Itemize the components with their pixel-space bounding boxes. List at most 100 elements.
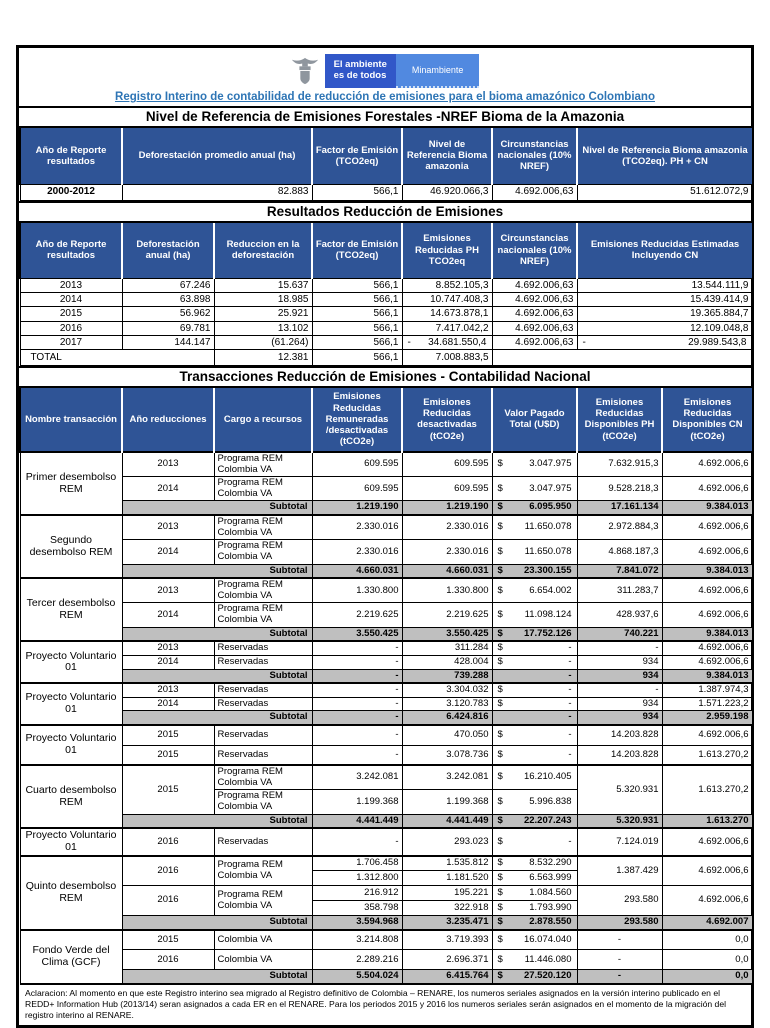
minus-sign: - [582, 336, 586, 348]
cargo-cell: Programa REM Colombia VA [213, 514, 313, 541]
subtotal-value-cell: 3.550.425 [311, 626, 403, 642]
cargo-cell: Reservadas [213, 827, 313, 857]
value-cell: 46.920.066,3 [401, 183, 493, 201]
transaction-name-cell: Proyecto Voluntario 01 [19, 724, 123, 766]
subtotal-label-cell: Subtotal [121, 969, 313, 985]
currency-symbol: $ [497, 684, 503, 696]
year-cell: 2013 [121, 640, 215, 656]
value-cell: - [311, 696, 403, 712]
currency-symbol: $ [497, 916, 503, 928]
value-cell: 3.120.783 [401, 696, 493, 712]
currency-symbol: $ [497, 835, 503, 847]
value-cell: 4.692.006,63 [491, 277, 578, 294]
currency-symbol: $ [497, 627, 503, 639]
value-cell: 14.203.828 [576, 724, 663, 746]
year-cell: 2015 [19, 306, 123, 322]
table-row: Quinto desembolso REM 2016 Programa REM … [19, 854, 753, 931]
column-header: Emisiones Reducidas Disponibles CN (tCO2… [661, 387, 752, 453]
year-cell: 2016 [121, 827, 215, 857]
value-cell: 609.595 [401, 450, 493, 478]
subtotal-value-cell: 7.841.072 [576, 563, 663, 579]
section-title-transacciones: Transacciones Reducción de Emisiones - C… [19, 365, 751, 388]
value-cell: 12.381 [213, 348, 313, 366]
currency-symbol: $ [497, 795, 503, 807]
table-row: 2016 69.781 13.102 566,1 7.417.042,2 4.6… [19, 320, 753, 336]
column-header: Nivel de Referencia Bioma amazonia (TCO2… [576, 128, 752, 185]
value-cell: 0,0 [661, 949, 753, 971]
value-cell: 19.365.884,7 [576, 306, 753, 322]
subtotal-value-cell: 3.235.471 [401, 915, 493, 931]
value-cell: 7.124.019 [576, 827, 663, 857]
subtotal-label-cell: Subtotal [121, 668, 313, 684]
subtotal-value-cell: 4.692.007 [661, 915, 753, 931]
cargo-cell: Programa REM Colombia VA [213, 789, 313, 815]
value-cell: 4.692.006,6 [661, 577, 753, 604]
column-header: Factor de Emisión (TCO2eq) [311, 128, 402, 185]
cargo-cell: Reservadas [213, 696, 313, 712]
column-header: Año reducciones [121, 387, 214, 453]
subtotal-value-cell: 9.384.013 [661, 500, 753, 516]
value-cell: 1.387.429 [576, 854, 663, 887]
value-cell: - [576, 949, 663, 971]
currency-symbol: $ [497, 748, 503, 760]
value-cell: 2.219.625 [401, 602, 493, 628]
paid-value-cell: $5.996.838 [491, 789, 578, 815]
value-cell: 4.692.006,63 [491, 334, 578, 350]
subtotal-value-cell: - [491, 710, 578, 726]
value-cell: - [311, 744, 403, 766]
column-header: Deforestación promedio anual (ha) [121, 128, 312, 185]
value-cell: 0,0 [661, 928, 753, 951]
subtotal-row: Subtotal 3.594.968 3.235.471 $2.878.550 … [20, 915, 753, 931]
paid-value-cell: $6.563.999 [491, 870, 578, 887]
value-cell: 10.747.408,3 [401, 292, 493, 308]
cargo-cell: Colombia VA [213, 928, 313, 951]
currency-symbol: $ [497, 584, 503, 596]
value-cell: 15.439.414,9 [576, 292, 753, 308]
cargo-cell: Programa REM Colombia VA [213, 764, 313, 791]
value-cell: 4.692.006,6 [661, 539, 753, 565]
value-cell: 4.692.006,6 [661, 724, 753, 746]
cargo-cell: Reservadas [213, 724, 313, 746]
value-cell: - [311, 724, 403, 746]
subtotal-label-cell: Subtotal [121, 626, 313, 642]
currency-symbol: $ [497, 697, 503, 709]
registry-title-link[interactable]: Registro Interino de contabilidad de red… [115, 91, 655, 103]
clarification-note: Aclaracion: Al momento en que este Regis… [25, 987, 727, 1021]
subtotal-value-cell: 9.384.013 [661, 626, 753, 642]
value-cell: 1.571.223,2 [661, 696, 753, 712]
year-cell: 2000-2012 [19, 183, 123, 201]
paid-value-cell: $ - [491, 724, 578, 746]
column-header: Año de Reporte resultados [19, 222, 122, 279]
subtotal-value-cell: 739.288 [401, 668, 493, 684]
value-cell: - [311, 654, 403, 670]
value-cell: 566,1 [311, 292, 403, 308]
column-header: Emisiones Reducidas Disponibles PH (tCO2… [576, 387, 662, 453]
value-cell: 2.330.016 [311, 539, 403, 565]
column-header: Cargo a recursos [213, 387, 312, 453]
currency-symbol: $ [497, 458, 503, 470]
transaction-name-cell: Proyecto Voluntario 01 [19, 682, 123, 726]
year-cell: 2014 [19, 292, 123, 308]
value-cell: 470.050 [401, 724, 493, 746]
paid-value-cell: $11.446.080 [491, 949, 578, 971]
subtotal-value-cell: 0,0 [661, 969, 753, 985]
paid-value-cell: $16.210.405 [491, 764, 578, 791]
currency-symbol: $ [497, 953, 503, 965]
value-cell: 13.102 [213, 320, 313, 336]
table-row: Cuarto desembolso REM 2015 Programa REM … [19, 764, 753, 829]
value-cell: 195.221 [401, 885, 493, 902]
subtotal-value-cell: 9.384.013 [661, 668, 753, 684]
transaction-name-cell: Tercer desembolso REM [19, 577, 123, 642]
transaction-name-cell: Fondo Verde del Clima (GCF) [19, 928, 123, 985]
column-header: Emisiones Reducidas Estimadas Incluyendo… [576, 222, 752, 279]
value-cell: 1.613.270,2 [661, 764, 753, 815]
value-cell: 4.692.006,63 [491, 292, 578, 308]
value-cell: - [311, 640, 403, 656]
column-header: Año de Reporte resultados [19, 128, 122, 185]
year-cell: 2016 [121, 949, 215, 971]
currency-symbol: $ [497, 933, 503, 945]
value-cell: 3.242.081 [311, 764, 403, 791]
subtotal-value-cell: 3.594.968 [311, 915, 403, 931]
value-cell: 1.613.270,2 [661, 744, 753, 766]
table-row: Fondo Verde del Clima (GCF) 2015 Colombi… [19, 928, 753, 985]
